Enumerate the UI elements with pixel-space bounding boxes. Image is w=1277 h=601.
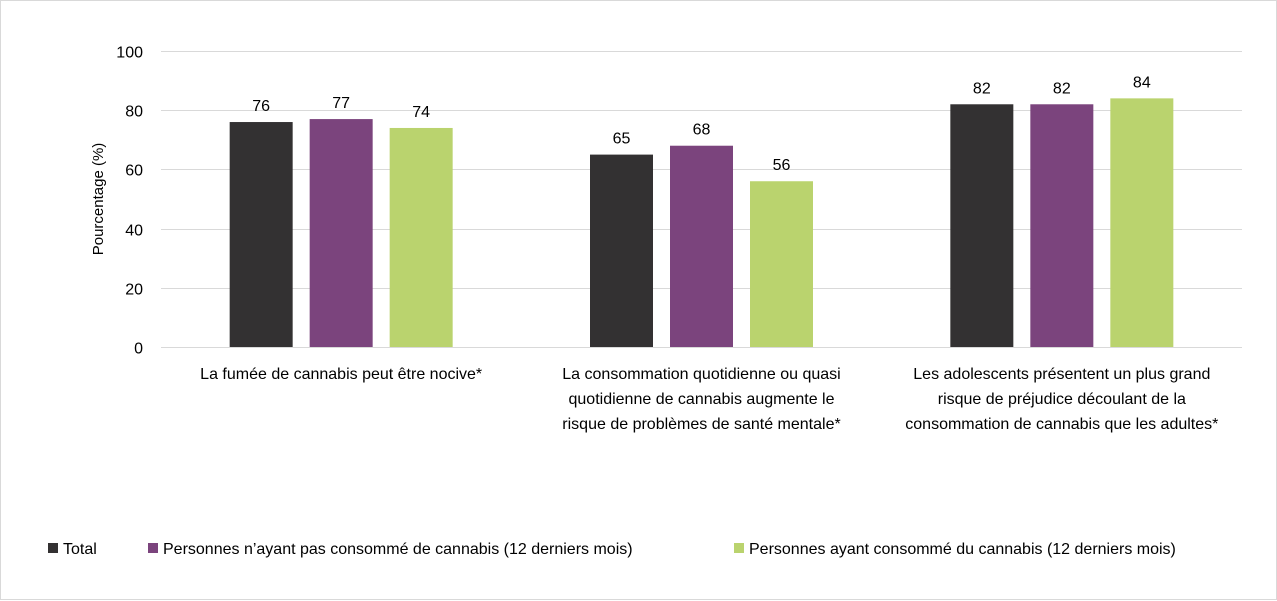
legend-label: Personnes ayant consommé du cannabis (12… <box>749 541 1176 558</box>
category-label-line: consommation de cannabis que les adultes… <box>905 416 1218 433</box>
category-label-line: quotidienne de cannabis augmente le <box>569 391 835 408</box>
data-label: 82 <box>1053 80 1071 97</box>
category-label-line: Les adolescents présentent un plus grand <box>913 366 1210 383</box>
legend-item-3: Personnes ayant consommé du cannabis (12… <box>734 541 1176 558</box>
legend-swatch <box>48 543 58 553</box>
legend-swatch <box>148 543 158 553</box>
y-axis-ticks: 0 20 40 60 80 100 <box>116 45 143 358</box>
y-tick-label: 0 <box>134 341 143 358</box>
bar-2-cat-3 <box>1030 104 1094 347</box>
bar-3-cat-1 <box>389 127 453 348</box>
data-label: 56 <box>773 157 791 174</box>
y-tick-label: 100 <box>116 45 143 62</box>
y-tick-label: 20 <box>125 282 143 299</box>
legend-item-2: Personnes n’ayant pas consommé de cannab… <box>148 541 633 558</box>
x-axis-category-labels: La fumée de cannabis peut être nocive* La… <box>200 366 1218 433</box>
data-label: 76 <box>252 98 270 115</box>
data-label: 84 <box>1133 74 1151 91</box>
bars <box>229 98 1174 348</box>
data-labels: 76 77 74 65 68 56 82 82 84 <box>252 74 1151 174</box>
category-label-line: risque de préjudice découlant de la <box>938 391 1186 408</box>
category-label: Les adolescents présentent un plus grand… <box>905 366 1218 433</box>
category-label-line: La fumée de cannabis peut être nocive* <box>200 366 482 383</box>
legend-swatch <box>734 543 744 553</box>
data-label: 68 <box>693 122 711 139</box>
data-label: 82 <box>973 80 991 97</box>
y-tick-label: 60 <box>125 163 143 180</box>
bar-2-cat-1 <box>309 119 373 347</box>
data-label: 77 <box>332 95 350 112</box>
bar-2-cat-2 <box>670 145 733 347</box>
bar-1-cat-2 <box>590 154 653 347</box>
legend-item-1: Total <box>48 541 97 558</box>
y-axis-title: Pourcentage (%) <box>90 143 107 256</box>
category-label-line: risque de problèmes de santé mentale* <box>562 416 840 433</box>
y-tick-label: 40 <box>125 223 143 240</box>
legend-label: Personnes n’ayant pas consommé de cannab… <box>163 541 633 558</box>
bar-1-cat-3 <box>950 104 1014 347</box>
bar-1-cat-1 <box>229 122 293 347</box>
bar-3-cat-2 <box>750 181 813 347</box>
bar-3-cat-3 <box>1110 98 1174 347</box>
data-label: 74 <box>412 104 430 121</box>
y-tick-label: 80 <box>125 104 143 121</box>
category-label: La consommation quotidienne ou quasi quot… <box>562 366 840 433</box>
legend-label: Total <box>63 541 97 558</box>
data-label: 65 <box>613 131 631 148</box>
category-label: La fumée de cannabis peut être nocive* <box>200 366 482 383</box>
category-label-line: La consommation quotidienne ou quasi <box>562 366 840 383</box>
legend: Total Personnes n’ayant pas consommé de c… <box>48 541 1176 558</box>
